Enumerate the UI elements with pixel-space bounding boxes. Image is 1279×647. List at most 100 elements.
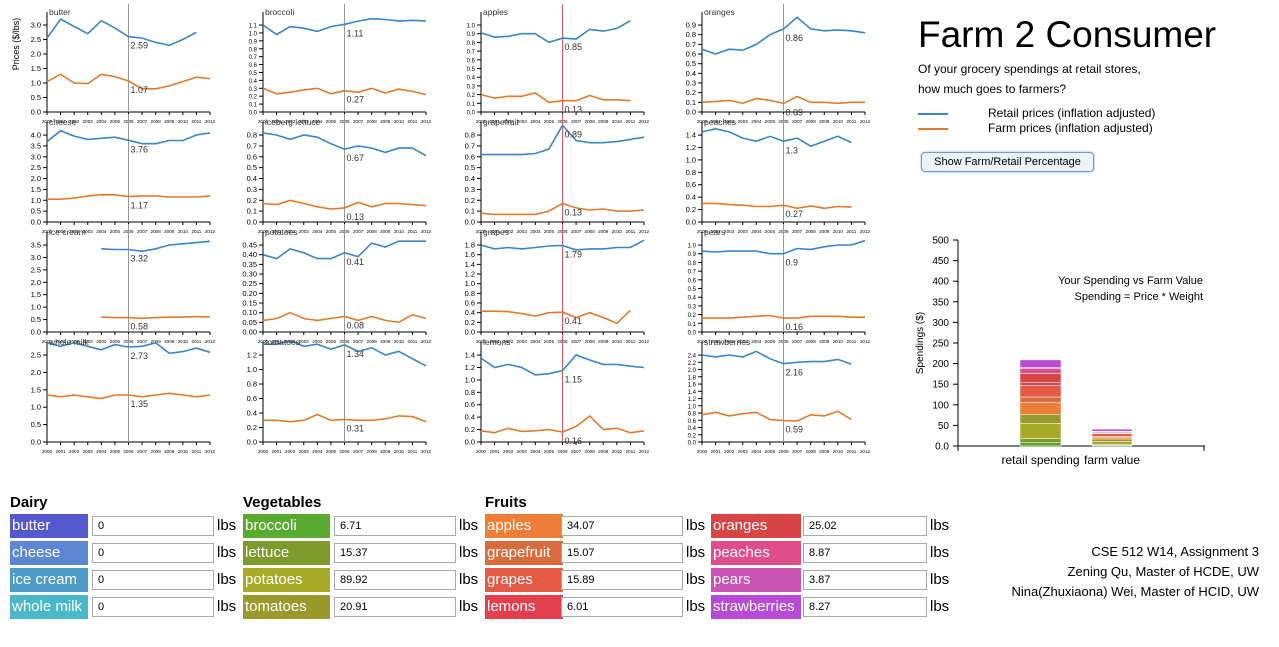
x-tick-label: 2011 xyxy=(625,119,635,124)
x-tick-label: 2005 xyxy=(544,119,555,124)
y-tick-label: 1.2 xyxy=(688,397,697,403)
weight-input-grapes[interactable] xyxy=(561,570,683,590)
food-label-peaches: peaches xyxy=(711,541,801,565)
y-tick-label: 0.2 xyxy=(247,196,257,205)
weight-input-apples[interactable] xyxy=(561,516,683,536)
y-tick-label: 1.4 xyxy=(686,131,696,140)
x-tick-label: 2000 xyxy=(697,339,708,344)
bar-segment-grapes xyxy=(1091,433,1133,437)
unit-label: lbs xyxy=(459,571,479,588)
x-tick-label: 2008 xyxy=(806,449,817,454)
retail-price-line xyxy=(480,20,631,44)
x-tick-label: 2003 xyxy=(738,449,749,454)
food-label-ice-cream: ice cream xyxy=(10,568,88,592)
x-tick-label: 2004 xyxy=(530,339,541,344)
x-tick-label: 2005 xyxy=(544,449,555,454)
y-tick-label: 0.0 xyxy=(465,328,475,337)
x-tick-label: 2007 xyxy=(571,119,582,124)
y-tick-label: 0.25 xyxy=(242,279,257,288)
x-tick-label: 2008 xyxy=(585,339,596,344)
x-tick-label: 2012 xyxy=(860,449,871,454)
x-tick-label: 2011 xyxy=(846,229,856,234)
y-tick-label: 0.6 xyxy=(465,299,475,308)
farm-marker-value: 1.35 xyxy=(131,399,149,409)
x-tick-label: 2012 xyxy=(860,229,871,234)
y-tick-label: 1.4 xyxy=(465,351,475,360)
legend-farm-line xyxy=(918,128,948,130)
weight-input-lettuce[interactable] xyxy=(334,543,456,563)
x-tick-label: 2002 xyxy=(69,229,80,234)
y-tick-label: 0.8 xyxy=(465,131,475,140)
x-tick-label: 2000 xyxy=(476,229,487,234)
weight-input-peaches[interactable] xyxy=(803,543,927,563)
x-tick-label: 2010 xyxy=(833,449,844,454)
weight-input-whole-milk[interactable] xyxy=(92,597,214,617)
bar-segment-potatoes xyxy=(1019,423,1062,439)
y-tick-label: 0.5 xyxy=(467,67,476,73)
retail-marker-value: 3.32 xyxy=(131,254,149,264)
x-tick-label: 2006 xyxy=(778,449,789,454)
x-tick-label: 2001 xyxy=(710,229,721,234)
x-tick-label: 2002 xyxy=(285,229,296,234)
x-tick-label: 2012 xyxy=(421,339,432,344)
x-tick-label: 2007 xyxy=(353,449,364,454)
retail-price-line xyxy=(701,16,866,55)
x-tick-label: 2010 xyxy=(612,119,623,124)
page-title: Farm 2 Consumer xyxy=(918,14,1217,55)
weight-input-pears[interactable] xyxy=(803,570,927,590)
farm-marker-value: 0.13 xyxy=(565,105,583,115)
weight-input-tomatoes[interactable] xyxy=(334,597,456,617)
unit-label: lbs xyxy=(930,598,950,615)
unit-label: lbs xyxy=(217,544,237,561)
weight-input-oranges[interactable] xyxy=(803,516,927,536)
y-tick-label: 1.2 xyxy=(465,363,475,372)
y-tick-label: 1.4 xyxy=(688,390,697,396)
y-tick-label: 0.4 xyxy=(686,69,696,78)
bar-segment-tomatoes xyxy=(1019,414,1062,424)
y-tick-label: 1.0 xyxy=(467,24,476,30)
weight-input-potatoes[interactable] xyxy=(334,570,456,590)
x-tick-label: 2001 xyxy=(271,229,282,234)
farm-price-line xyxy=(480,202,645,216)
x-tick-label: 2001 xyxy=(271,449,282,454)
x-tick-label: 2005 xyxy=(110,449,121,454)
show-percentage-button[interactable]: Show Farm/Retail Percentage xyxy=(921,152,1094,172)
weight-input-cheese[interactable] xyxy=(92,543,214,563)
weight-input-butter[interactable] xyxy=(92,516,214,536)
weight-input-ice-cream[interactable] xyxy=(92,570,214,590)
weight-input-strawberries[interactable] xyxy=(803,597,927,617)
retail-price-line xyxy=(701,350,852,365)
x-tick-label: 2003 xyxy=(83,449,94,454)
x-tick-label: 2004 xyxy=(530,229,541,234)
weight-input-lemons[interactable] xyxy=(561,597,683,617)
farm-marker-value: 0.16 xyxy=(786,322,804,332)
retail-price-line xyxy=(480,239,645,251)
x-tick-label: 2012 xyxy=(860,119,871,124)
retail-price-line xyxy=(701,239,866,255)
unit-label: lbs xyxy=(217,517,237,534)
x-tick-label: 2008 xyxy=(151,119,162,124)
weight-input-grapefruit[interactable] xyxy=(561,543,683,563)
x-tick-label: 2003 xyxy=(83,339,94,344)
x-tick-label: 2001 xyxy=(489,339,500,344)
y-tick-label: 1.5 xyxy=(31,290,41,299)
farm-price-line xyxy=(46,392,211,400)
y-tick-label: 3.5 xyxy=(31,141,41,150)
x-tick-label: 2010 xyxy=(833,339,844,344)
x-tick-label: 2004 xyxy=(751,339,762,344)
y-tick-label: 0.2 xyxy=(688,313,697,319)
y-tick-label: 0.2 xyxy=(467,93,476,99)
x-tick-label: 2008 xyxy=(585,449,596,454)
y-tick-label: 0.4 xyxy=(465,174,475,183)
food-label-whole-milk: whole milk xyxy=(10,595,88,619)
x-tick-label: 2010 xyxy=(394,119,405,124)
x-tick-label: 2008 xyxy=(585,229,596,234)
weight-input-broccoli[interactable] xyxy=(334,516,456,536)
bar-y-tick-label: 100 xyxy=(932,400,949,411)
bar-segment-potatoes xyxy=(1091,441,1133,445)
retail-marker-value: 0.41 xyxy=(347,257,365,267)
y-tick-label: 0.7 xyxy=(688,270,697,276)
